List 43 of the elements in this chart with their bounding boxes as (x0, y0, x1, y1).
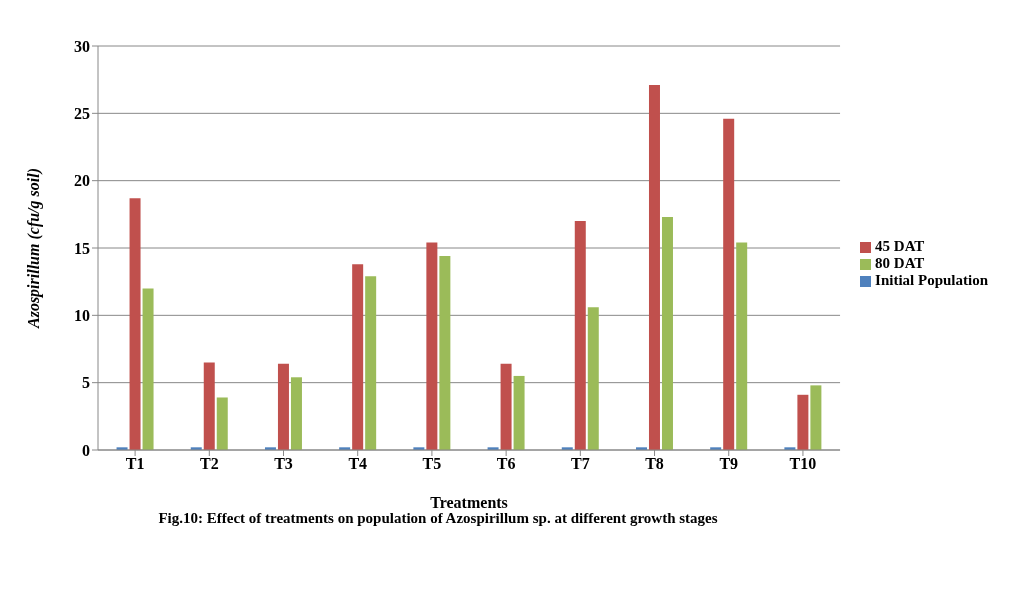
bar (142, 288, 154, 450)
x-tick-label: T4 (348, 455, 368, 473)
y-tick-label: 30 (74, 37, 90, 55)
x-tick-label: T2 (199, 455, 219, 473)
bar (661, 217, 673, 450)
bar (500, 363, 512, 450)
bar (587, 307, 599, 450)
bar (574, 221, 586, 450)
x-tick-label: T6 (496, 455, 516, 473)
text: Fig.10: Effect of treatments on population of Azospirillum sp. at different growth stages (157, 510, 719, 527)
bar (203, 362, 215, 450)
legend-label: 80 DAT (875, 254, 925, 271)
bar (277, 363, 289, 450)
x-tick-label: T1 (125, 455, 145, 473)
bar (736, 242, 748, 450)
bar (352, 264, 364, 450)
x-tick-label: T9 (719, 455, 739, 473)
x-tick-label: T10 (789, 455, 817, 473)
bar (797, 394, 809, 450)
bar (810, 385, 822, 450)
bar (648, 85, 660, 450)
bar (723, 118, 735, 450)
bar (129, 198, 141, 450)
y-tick-label: 0 (82, 441, 90, 459)
y-tick-label: 10 (74, 307, 90, 325)
bar (513, 375, 525, 450)
x-tick-label: T8 (645, 455, 664, 473)
legend-label: Initial Population (875, 271, 988, 288)
x-tick-label: T3 (274, 455, 293, 473)
y-tick-label: 5 (82, 374, 90, 392)
y-axis-title: Azospirillum (cfu/g soil) (24, 167, 43, 330)
y-tick-label: 15 (74, 239, 90, 257)
bar (290, 377, 302, 450)
x-axis-title: Treatments (430, 494, 508, 511)
y-tick-label: 20 (74, 172, 90, 190)
bar (216, 397, 228, 450)
bar (365, 276, 377, 450)
legend-label: 45 DAT (875, 237, 925, 254)
bar (439, 256, 451, 450)
bar (426, 242, 438, 450)
x-tick-label: T7 (570, 455, 590, 473)
x-tick-label: T5 (422, 455, 442, 473)
y-tick-label: 25 (74, 105, 90, 123)
